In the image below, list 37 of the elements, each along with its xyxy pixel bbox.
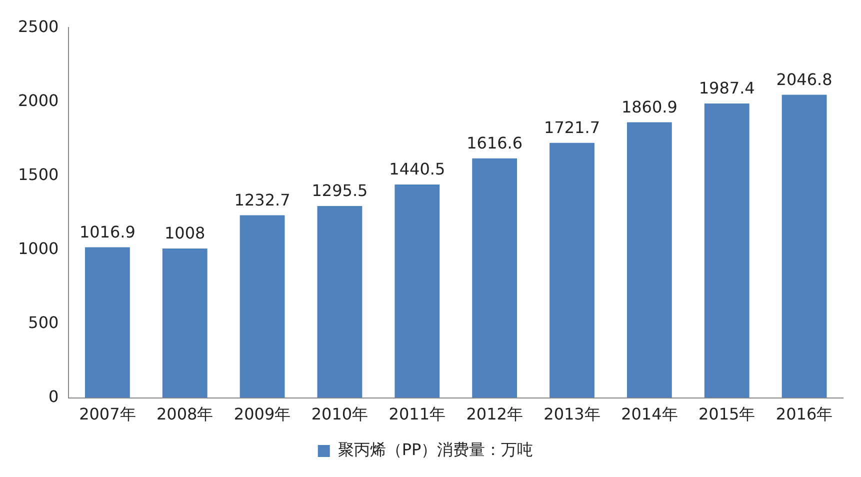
bar (472, 158, 518, 398)
data-label: 1860.9 (621, 97, 678, 116)
bar (704, 104, 750, 398)
x-tick-label: 2009年 (234, 404, 291, 424)
x-tick-label: 2010年 (311, 404, 368, 424)
y-tick-label: 0 (48, 386, 59, 406)
legend-label: 聚丙烯（PP）消费量：万吨 (338, 440, 534, 460)
x-tick-label: 2016年 (776, 404, 833, 424)
bar (626, 122, 672, 398)
bar (317, 206, 362, 398)
y-tick-label: 1500 (18, 164, 59, 184)
x-tick-label: 2014年 (621, 404, 678, 424)
x-tick-label: 2011年 (388, 404, 446, 424)
bar (394, 184, 440, 398)
y-tick-label: 2000 (18, 90, 59, 110)
data-label: 1008 (164, 224, 206, 243)
y-tick-label: 1000 (18, 238, 59, 258)
data-label: 1016.9 (79, 222, 136, 242)
x-tick-label: 2015年 (698, 404, 756, 424)
bar (240, 215, 285, 398)
data-label: 1616.6 (466, 134, 523, 153)
x-tick-label: 2012年 (466, 404, 523, 424)
bar (162, 248, 208, 398)
bar (84, 247, 130, 398)
bar (782, 94, 827, 398)
data-label: 1232.7 (234, 190, 290, 210)
data-label: 1987.4 (698, 78, 755, 98)
y-tick-label: 500 (28, 312, 59, 332)
data-label: 2046.8 (776, 70, 832, 89)
data-label: 1440.5 (389, 160, 446, 179)
y-tick-label: 2500 (18, 16, 59, 36)
data-label: 1295.5 (312, 181, 368, 200)
data-label: 1721.7 (544, 118, 600, 138)
bar (550, 142, 594, 398)
x-tick-label: 2013年 (544, 404, 600, 424)
x-tick-label: 2008年 (156, 404, 214, 424)
x-tick-label: 2007年 (79, 404, 136, 424)
